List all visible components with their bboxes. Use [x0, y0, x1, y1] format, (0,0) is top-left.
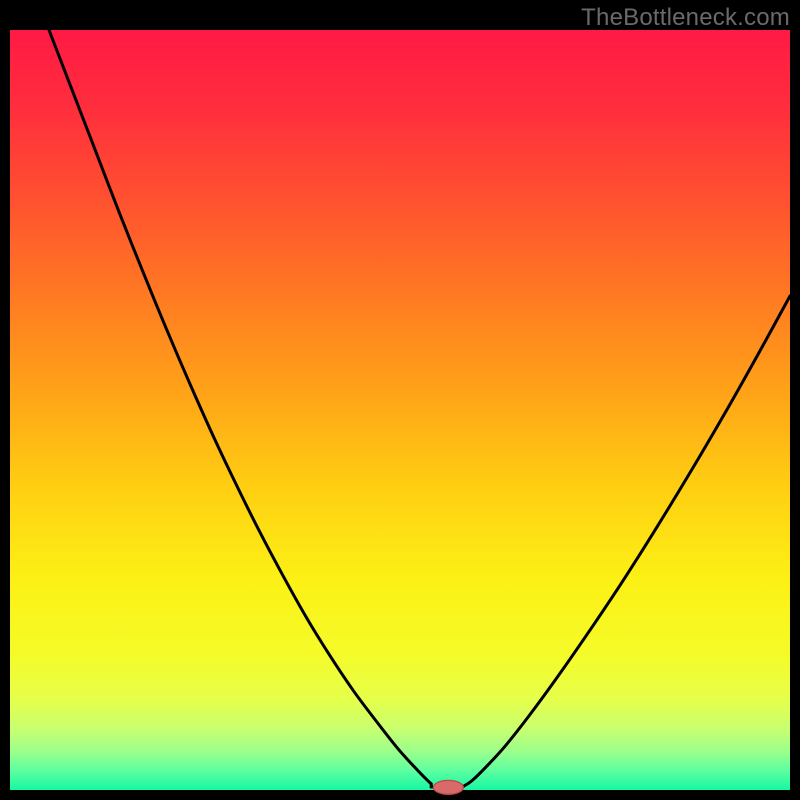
chart-container: TheBottleneck.com [0, 0, 800, 800]
bottleneck-chart [0, 0, 800, 800]
bottom-marker [433, 780, 463, 794]
watermark-text: TheBottleneck.com [581, 4, 790, 32]
plot-area-gradient [10, 30, 790, 790]
